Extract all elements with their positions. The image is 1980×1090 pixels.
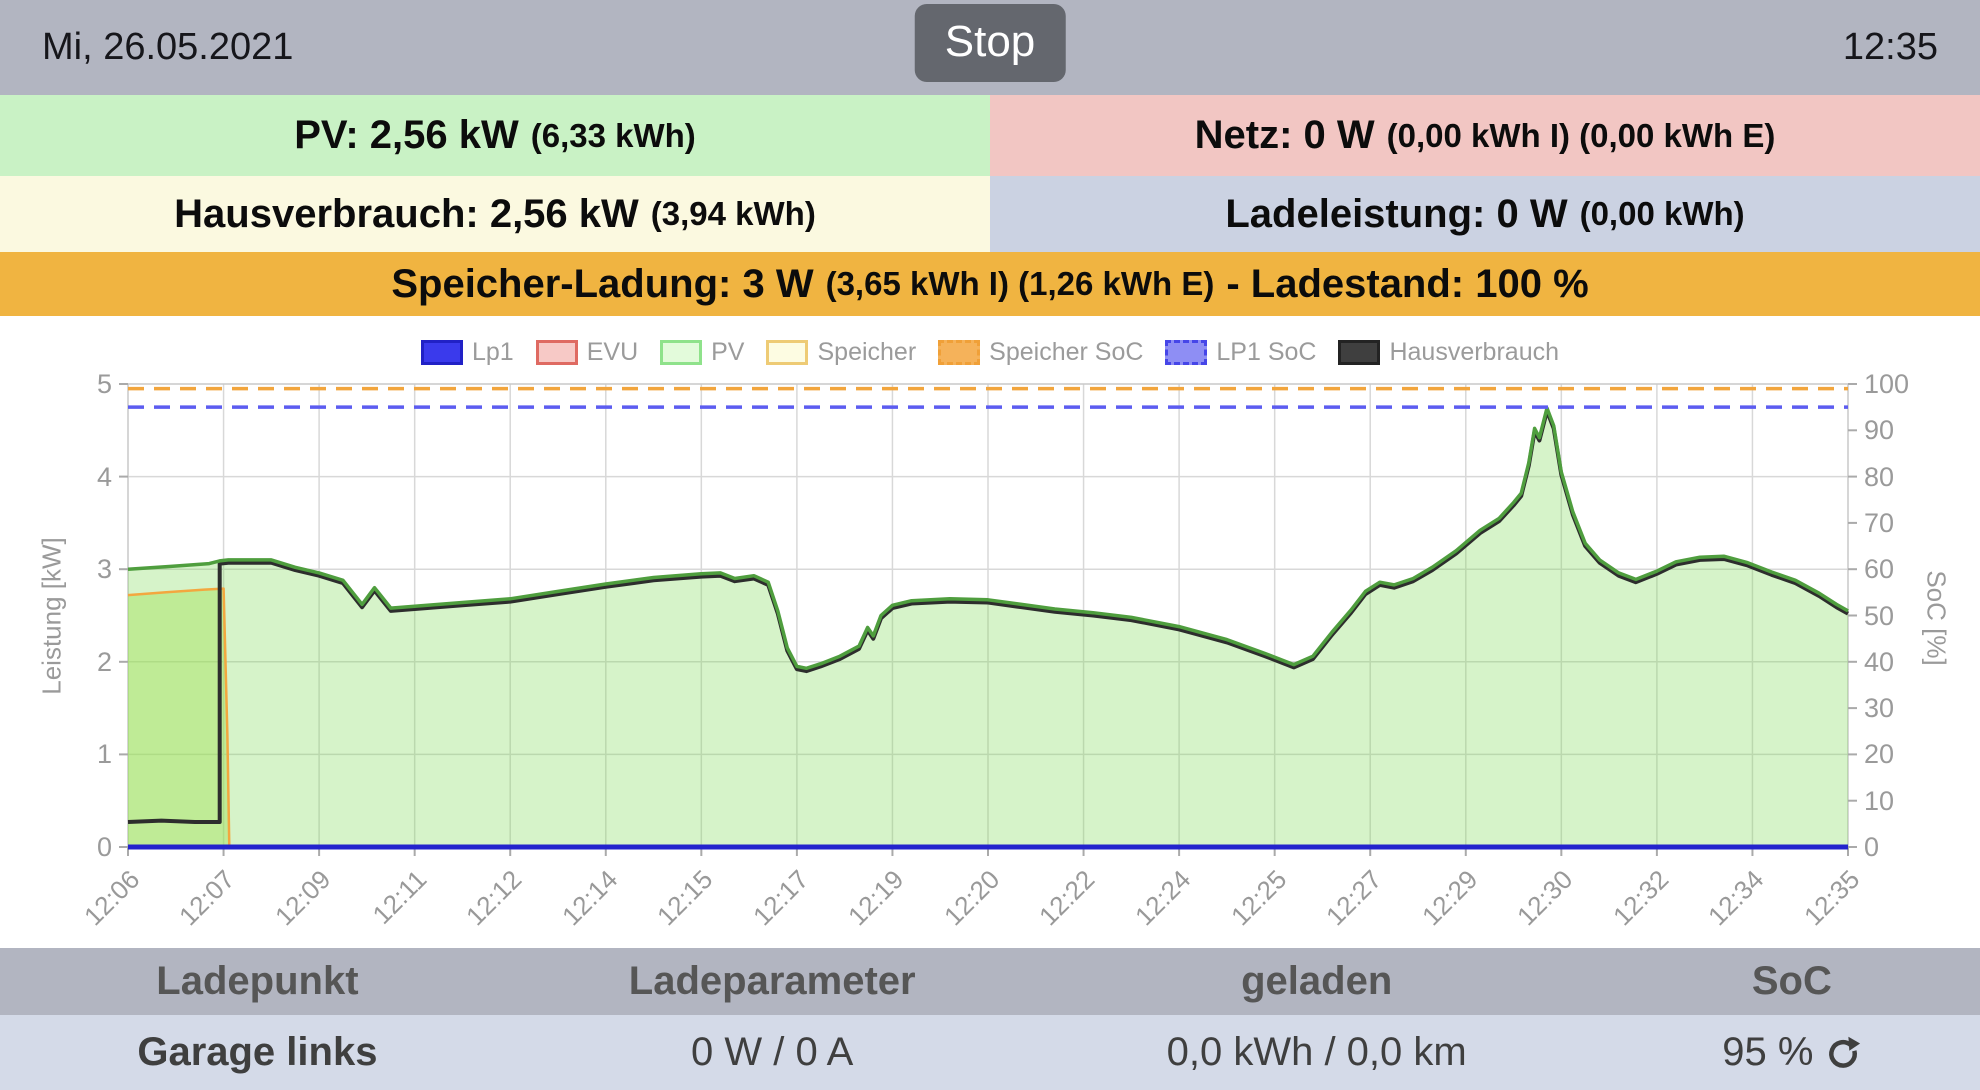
speicher-soc-swatch-icon [938,340,981,365]
col-header-soc: SoC [1751,959,1832,1003]
y-tick-label-left: 0 [96,832,112,862]
legend-item-evu[interactable]: EVU [535,338,639,367]
y-tick-label-right: 100 [1864,369,1910,399]
x-tick-label: 12:22 [1033,864,1101,932]
legend-label: EVU [586,338,639,366]
chargepoint-table: Ladepunkt Ladeparameter geladen SoC Gara… [0,948,1980,1090]
grid-power: Netz: 0 W [1194,113,1375,157]
pv-swatch-icon [660,340,703,365]
legend-item-lp1-soc[interactable]: LP1 SoC [1165,338,1316,367]
pv-energy: (6,33 kWh) [530,116,696,154]
table-row: Garage links 0 W / 0 A 0,0 kWh / 0,0 km … [0,1015,1980,1090]
battery-power: Speicher-Ladung: 3 W [391,261,814,306]
legend-label: Speicher [817,338,917,366]
battery-soc: - Ladestand: 100 % [1226,261,1589,306]
soc-refresh-icon[interactable] [1825,1035,1861,1071]
x-tick-label: 12:34 [1702,864,1770,932]
charged-amount: 0,0 kWh / 0,0 km [1166,1030,1467,1074]
hausverbrauch-swatch-icon [1338,340,1381,365]
date-label: Mi, 26.05.2021 [42,26,294,68]
x-tick-label: 12:24 [1129,864,1197,932]
grid-tile: Netz: 0 W (0,00 kWh I) (0,00 kWh E) [990,95,1980,176]
x-axis-labels: 12:06 12:07 12:09 12:11 12:12 12:14 12:15 12:17… [0,864,1980,948]
y-tick-label-left: 1 [96,739,112,770]
y-tick-label-right: 10 [1864,785,1895,816]
y-tick-label-left: 2 [96,646,112,677]
power-chart: Lp1 EVU PV Speicher Speicher SoC LP1 SoC Hausv… [0,316,1980,948]
x-tick-label: 12:11 [366,864,432,930]
y-tick-label-right: 80 [1864,461,1895,492]
legend-item-speicher[interactable]: Speicher [766,338,916,367]
x-tick-label: 12:35 [1797,864,1866,932]
y-tick-label-left: 5 [96,369,112,399]
pv-power: PV: 2,56 kW [294,113,519,157]
x-tick-label: 12:20 [937,864,1006,932]
x-tick-label: 12:25 [1224,864,1292,932]
y-tick-label-right: 0 [1864,832,1880,862]
vehicle-soc-value: 95 % [1722,1030,1814,1074]
vehicle-soc: 95 % [1604,1030,1980,1075]
x-tick-label: 12:06 [77,864,146,932]
y-tick-label-right: 40 [1864,646,1895,677]
x-tick-label: 12:30 [1511,864,1579,932]
charge-power-tile: Ladeleistung: 0 W (0,00 kWh) [990,176,1980,252]
clock-label: 12:35 [1842,26,1938,68]
chargepoint-name: Garage links [137,1030,378,1074]
y-tick-label-right: 90 [1864,415,1895,446]
top-bar: Mi, 26.05.2021 Stop 12:35 [0,0,1980,95]
evu-swatch-icon [535,340,578,365]
legend-item-pv[interactable]: PV [660,338,744,367]
y-tick-label-right: 60 [1864,554,1895,585]
house-power: Hausverbrauch: 2,56 kW [174,191,639,236]
charge-parameters: 0 W / 0 A [691,1030,854,1074]
legend-item-speicher-soc[interactable]: Speicher SoC [938,338,1143,367]
stop-button[interactable]: Stop [914,4,1066,82]
legend-item-lp1[interactable]: Lp1 [421,338,514,367]
battery-energy: (3,65 kWh I) (1,26 kWh E) [825,265,1215,302]
x-tick-label: 12:27 [1320,864,1388,932]
legend-item-hausverbrauch[interactable]: Hausverbrauch [1338,338,1559,367]
x-tick-label: 12:15 [651,864,719,932]
table-header-row: Ladepunkt Ladeparameter geladen SoC [0,948,1980,1015]
col-header-ladeparameter: Ladeparameter [628,959,916,1003]
house-consumption-tile: Hausverbrauch: 2,56 kW (3,94 kWh) [0,176,990,252]
lp1-swatch-icon [421,340,463,365]
legend-label: LP1 SoC [1216,338,1317,366]
legend-label: PV [711,338,745,366]
col-header-ladepunkt: Ladepunkt [156,959,359,1003]
y-tick-label-left: 3 [96,554,112,585]
x-tick-label: 12:12 [460,864,528,932]
y-axis-title-left: Leistung [kW] [36,537,67,695]
speicher-swatch-icon [766,340,809,365]
y-tick-label-right: 50 [1864,600,1895,631]
col-header-geladen: geladen [1241,959,1393,1003]
x-tick-label: 12:07 [173,864,241,932]
x-tick-label: 12:17 [746,864,815,932]
battery-tile: Speicher-Ladung: 3 W (3,65 kWh I) (1,26 … [0,252,1980,316]
charge-energy: (0,00 kWh) [1579,195,1745,232]
y-axis-title-right: SoC [%] [1921,570,1952,666]
y-tick-label-right: 70 [1864,507,1895,538]
x-tick-label: 12:32 [1606,864,1675,932]
y-tick-label-right: 30 [1864,693,1895,724]
chart-plot[interactable] [119,383,1857,856]
legend-label: Hausverbrauch [1389,338,1559,366]
house-energy: (3,94 kWh) [650,195,816,232]
y-tick-label-right: 20 [1864,739,1895,770]
charge-power: Ladeleistung: 0 W [1225,191,1568,236]
pv-tile: PV: 2,56 kW (6,33 kWh) [0,95,990,176]
chart-legend: Lp1 EVU PV Speicher Speicher SoC LP1 SoC Hausv… [0,338,1980,367]
x-tick-label: 12:19 [842,864,910,932]
x-tick-label: 12:14 [555,864,623,932]
x-tick-label: 12:09 [269,864,337,932]
grid-energy: (0,00 kWh I) (0,00 kWh E) [1386,116,1776,154]
legend-label: Speicher SoC [989,338,1144,366]
y-tick-label-left: 4 [96,461,112,492]
legend-label: Lp1 [472,338,514,366]
lp1-soc-swatch-icon [1165,340,1208,365]
x-tick-label: 12:29 [1415,864,1483,932]
status-tiles: PV: 2,56 kW (6,33 kWh) Netz: 0 W (0,00 k… [0,95,1980,316]
